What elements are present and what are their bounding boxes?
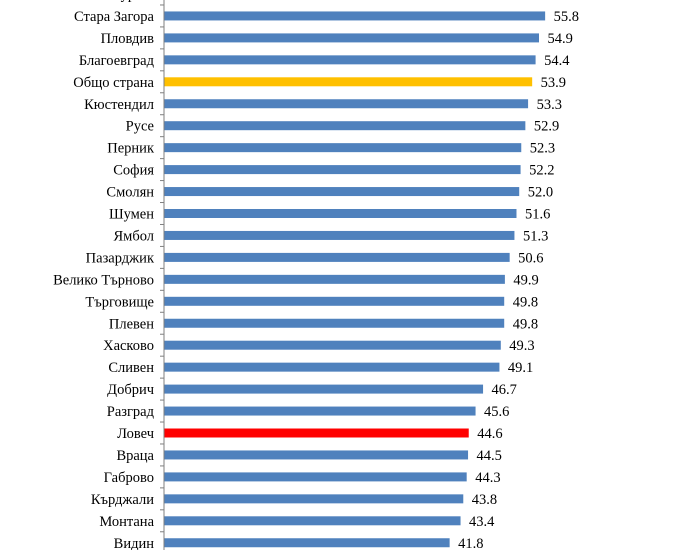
data-label: 49.8	[513, 294, 538, 310]
data-label: 49.9	[513, 272, 538, 288]
bar	[164, 318, 505, 328]
bar	[164, 77, 533, 87]
category-label: Пазарджик	[86, 250, 155, 266]
data-label: 52.3	[530, 141, 555, 157]
bar	[164, 450, 469, 460]
data-label: 54.4	[544, 53, 570, 69]
category-label: Пловдив	[101, 31, 155, 47]
bar	[164, 494, 464, 504]
bar	[164, 252, 510, 262]
category-label: Сливен	[108, 360, 154, 376]
category-label: Бургас	[113, 0, 154, 3]
bar	[164, 516, 461, 526]
category-label: Враца	[116, 448, 154, 464]
data-label: 52.9	[534, 119, 559, 135]
category-label: Смолян	[106, 185, 154, 201]
data-label: 51.6	[525, 207, 550, 223]
bar	[164, 340, 501, 350]
category-label: Разград	[107, 404, 155, 420]
bar	[164, 384, 484, 394]
bar	[164, 230, 515, 240]
data-label: 53.3	[537, 97, 562, 113]
category-label: Перник	[107, 141, 155, 157]
bar	[164, 165, 521, 175]
data-label: 53.9	[541, 75, 566, 91]
bar	[164, 99, 529, 109]
bar	[164, 11, 546, 21]
data-label: 52.2	[529, 163, 554, 179]
bar	[164, 121, 526, 131]
category-label: Велико Търново	[53, 272, 154, 288]
category-label: Кюстендил	[84, 97, 154, 113]
data-label: 50.6	[518, 250, 543, 266]
data-label: 46.7	[492, 382, 517, 398]
category-label: Благоевград	[79, 53, 155, 69]
data-label: 44.3	[475, 470, 500, 486]
data-label: 49.8	[513, 316, 538, 332]
data-label: 49.1	[508, 360, 533, 376]
data-label: 56.0	[555, 0, 580, 3]
data-label: 51.3	[523, 228, 548, 244]
bar	[164, 209, 517, 218]
bar	[164, 55, 536, 65]
category-label: Монтана	[99, 514, 154, 530]
bar	[164, 33, 539, 43]
data-label: 43.4	[469, 514, 495, 530]
data-label: 41.8	[458, 536, 483, 550]
data-label: 55.8	[554, 9, 579, 25]
category-label: Ямбол	[113, 228, 154, 244]
category-label: Търговище	[85, 294, 154, 310]
bar	[164, 472, 467, 482]
data-label: 43.8	[472, 492, 497, 508]
category-label: Общо страна	[73, 75, 154, 91]
data-label: 44.6	[477, 426, 502, 442]
category-label: Хасково	[103, 338, 154, 354]
category-label: Русе	[126, 119, 154, 135]
bar	[164, 406, 476, 416]
bar	[164, 187, 520, 197]
category-label: Стара Загора	[74, 9, 155, 25]
category-label: Шумен	[109, 207, 154, 223]
bar	[164, 274, 505, 284]
category-label: Плевен	[109, 316, 154, 332]
data-label: 44.5	[477, 448, 502, 464]
data-label: 52.0	[528, 185, 553, 201]
data-label: 45.6	[484, 404, 509, 420]
bar	[164, 296, 505, 306]
category-label: Габрово	[104, 470, 154, 486]
data-label: 54.9	[547, 31, 572, 47]
bar	[164, 428, 469, 438]
bar	[164, 362, 500, 372]
category-label: Ловеч	[117, 426, 154, 442]
bar	[164, 143, 522, 153]
category-label: Кърджали	[91, 492, 154, 508]
category-label: Видин	[114, 536, 155, 550]
category-label: София	[113, 163, 154, 179]
bar	[164, 538, 450, 548]
data-label: 49.3	[509, 338, 534, 354]
category-label: Добрич	[107, 382, 154, 398]
